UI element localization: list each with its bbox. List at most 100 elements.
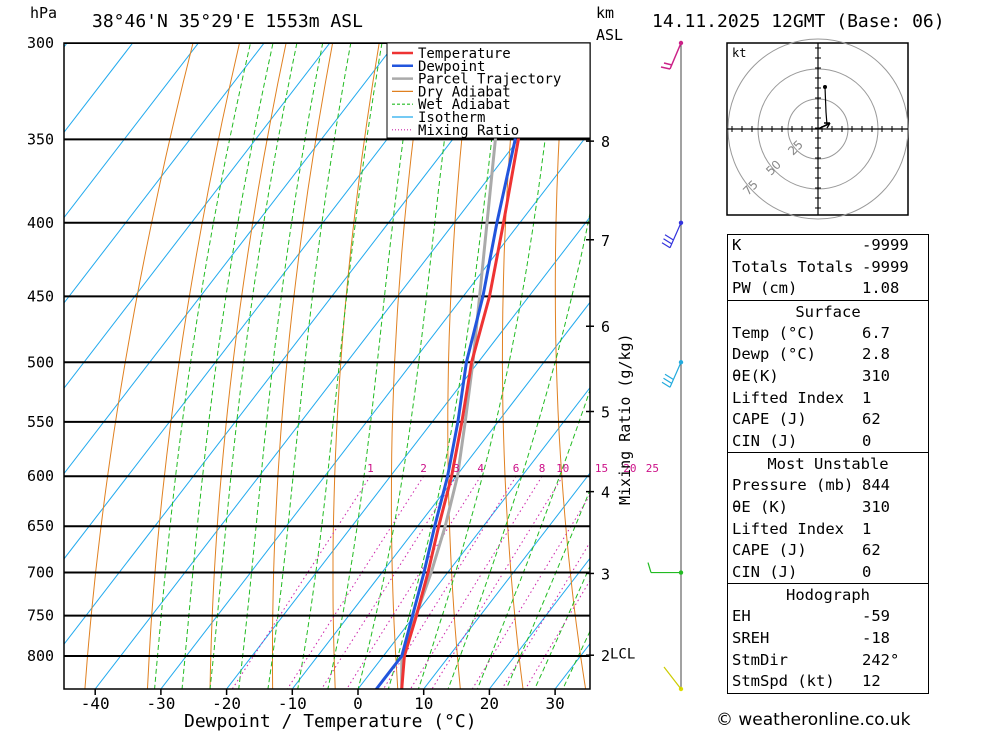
index-value: 12 bbox=[862, 672, 881, 691]
dry-adiabat-line bbox=[332, 43, 380, 689]
legend-label: Parcel Trajectory bbox=[418, 72, 561, 88]
wet-adiabat-line bbox=[534, 565, 590, 689]
km-tick-label: 3 bbox=[601, 565, 610, 583]
km-tick-label: 6 bbox=[601, 318, 610, 336]
mixing-ratio-label: 1 bbox=[367, 462, 374, 475]
mixing-ratio-line bbox=[231, 475, 371, 689]
index-row: CAPE (J) 62 bbox=[728, 409, 928, 431]
wet-adiabat-line bbox=[327, 43, 418, 689]
wind-profile bbox=[647, 40, 684, 692]
wind-barb-flag bbox=[663, 62, 673, 66]
mixing-ratio-label: 2 bbox=[420, 462, 427, 475]
index-value: 2.8 bbox=[862, 345, 890, 364]
index-label: Totals Totals bbox=[732, 257, 854, 276]
wet-adiabat-line bbox=[476, 388, 590, 689]
index-row: Dewp (°C) 2.8 bbox=[728, 344, 928, 366]
index-value: 0 bbox=[862, 431, 872, 450]
index-row: Pressure (mb) 844 bbox=[728, 475, 928, 497]
dry-adiabat-line bbox=[656, 0, 719, 730]
indices-table: K -9999 Totals Totals -9999 PW (cm) 1.08 Surf… bbox=[727, 234, 929, 694]
index-label: PW (cm) bbox=[732, 279, 798, 298]
index-label: θE (K) bbox=[732, 497, 788, 516]
km-tick-label: 8 bbox=[601, 133, 610, 151]
wet-adiabat-line bbox=[447, 210, 590, 689]
km-label: km bbox=[596, 4, 614, 22]
pressure-tick-label: 350 bbox=[27, 130, 54, 148]
index-value: 310 bbox=[862, 497, 890, 516]
index-value: 242° bbox=[862, 650, 900, 669]
pressure-axis: 300 350 400 450 500 550 600 650 700 750 800 bbox=[27, 34, 54, 665]
index-value: -18 bbox=[862, 628, 890, 647]
dry-adiabat-line bbox=[84, 43, 194, 689]
mixing-ratio-label: 6 bbox=[513, 462, 520, 475]
wet-adiabat-line bbox=[154, 43, 252, 689]
index-value: -9999 bbox=[862, 236, 909, 254]
mixing-ratio-line bbox=[501, 541, 590, 689]
index-row: CIN (J) 0 bbox=[728, 562, 928, 584]
surface-title: Surface bbox=[795, 302, 861, 321]
pressure-tick-label: 800 bbox=[27, 647, 54, 665]
temperature-tick-label: 10 bbox=[414, 694, 433, 713]
isotherm-line bbox=[488, 557, 590, 689]
wind-barb-feather bbox=[661, 381, 671, 388]
wet-adiabat-line bbox=[387, 43, 504, 689]
temperature-tick-label: -40 bbox=[81, 694, 110, 713]
dry-adiabat-line bbox=[935, 0, 1000, 730]
index-row: K -9999 bbox=[728, 235, 928, 257]
pressure-tick-label: 650 bbox=[27, 517, 54, 535]
storm-motion-arrow bbox=[817, 122, 831, 130]
wind-barb bbox=[661, 222, 682, 249]
isotherm-line bbox=[291, 301, 590, 689]
plot-frame bbox=[63, 42, 591, 690]
wet-adiabat-line bbox=[238, 43, 324, 689]
index-row: StmDir 242° bbox=[728, 650, 928, 672]
index-row: θE (K) 310 bbox=[728, 497, 928, 519]
isotherm-line bbox=[64, 43, 331, 390]
temperature-tick-label: 20 bbox=[480, 694, 499, 713]
index-row: SREH -18 bbox=[728, 628, 928, 650]
pressure-tick-label: 750 bbox=[27, 607, 54, 625]
mixing-ratio-line bbox=[320, 475, 457, 689]
wind-barb-feather bbox=[663, 238, 672, 245]
pressure-grid bbox=[64, 43, 590, 657]
hodograph-unit: kt bbox=[732, 46, 746, 60]
index-label: K bbox=[732, 236, 742, 254]
wind-barb bbox=[660, 42, 682, 70]
wind-barb-flag bbox=[660, 66, 671, 70]
mixing-ratio-label: 10 bbox=[556, 462, 569, 475]
copyright[interactable]: © weatheronline.co.uk bbox=[716, 710, 911, 730]
index-value: -59 bbox=[862, 607, 890, 626]
pressure-tick-label: 550 bbox=[27, 413, 54, 431]
isotherm-line bbox=[64, 43, 200, 219]
temperature-tick-label: -10 bbox=[278, 694, 307, 713]
wet-adiabat-line bbox=[505, 488, 590, 689]
wind-barb-dot bbox=[678, 360, 684, 365]
mixing-ratio-line bbox=[286, 475, 425, 689]
wind-barb-staff bbox=[669, 362, 682, 388]
index-label: EH bbox=[732, 607, 751, 626]
most-unstable-title: Most Unstable bbox=[767, 455, 889, 474]
profiles bbox=[374, 43, 542, 689]
wet-adiabat-line bbox=[209, 43, 298, 689]
index-row: CIN (J) 0 bbox=[728, 431, 928, 453]
index-row: PW (cm) 1.08 bbox=[728, 278, 928, 300]
index-row: CAPE (J) 62 bbox=[728, 540, 928, 562]
dewpoint-line bbox=[374, 43, 517, 689]
isotherm-line bbox=[64, 43, 397, 475]
legend-label: Wet Adiabat bbox=[418, 97, 511, 113]
wet-adiabat-line bbox=[297, 43, 383, 689]
index-label: SREH bbox=[732, 628, 770, 647]
index-label: Pressure (mb) bbox=[732, 476, 854, 495]
dry-adiabat-line bbox=[272, 43, 334, 689]
most-unstable-section: Most Unstable Pressure (mb) 844 θE (K) 310 L… bbox=[728, 452, 928, 583]
index-value: 6.7 bbox=[862, 323, 890, 342]
index-row: Totals Totals -9999 bbox=[728, 257, 928, 279]
lcl-label: LCL bbox=[610, 647, 635, 663]
index-value: 310 bbox=[862, 366, 890, 385]
index-row: θE(K) 310 bbox=[728, 366, 928, 388]
wind-barb-feather bbox=[663, 377, 672, 384]
isotherm-line bbox=[225, 216, 590, 689]
wet-adiabat-line bbox=[417, 43, 558, 689]
index-label: Dewp (°C) bbox=[732, 345, 816, 364]
wet-adiabat-line bbox=[267, 43, 352, 689]
